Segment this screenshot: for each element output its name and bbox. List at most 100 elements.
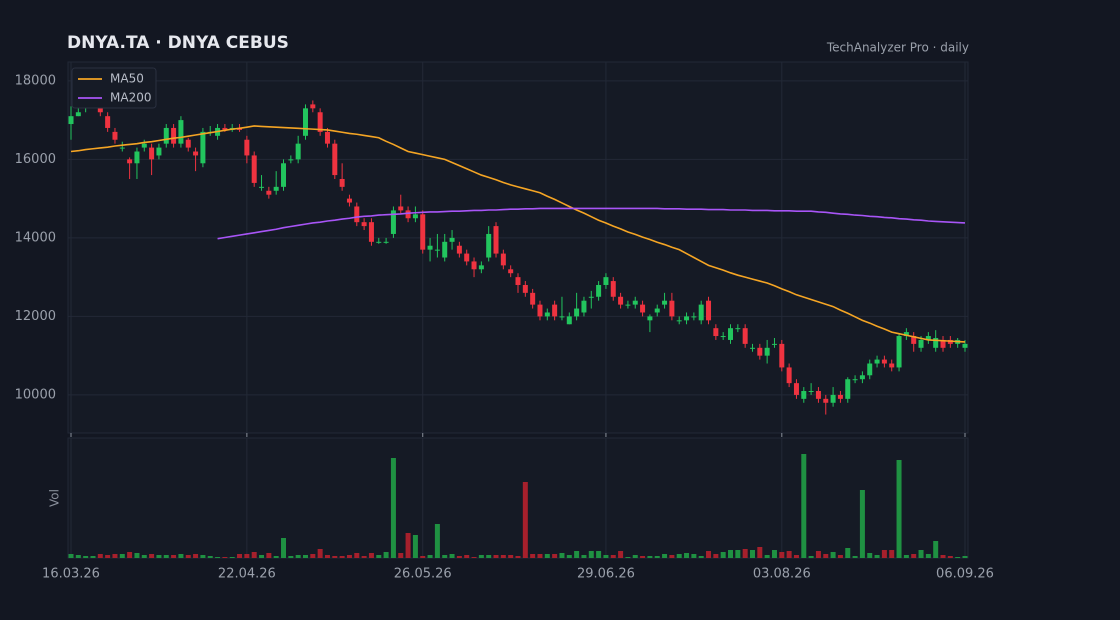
volume-bar <box>837 555 843 558</box>
y-tick-label: 16000 <box>15 152 56 167</box>
volume-bar <box>354 553 360 558</box>
x-tick-label: 26.05.26 <box>394 567 452 582</box>
chart-subtitle: TechAnalyzer Pro · daily <box>826 41 969 55</box>
candle-body <box>295 143 301 160</box>
volume-bar <box>552 554 558 558</box>
volume-bar <box>881 550 887 558</box>
volume-bar <box>852 556 858 558</box>
candle-body <box>669 300 675 317</box>
candle-body <box>508 269 514 274</box>
volume-bar <box>889 550 895 558</box>
volume-bar <box>68 554 74 558</box>
candle-body <box>266 190 272 195</box>
volume-bar <box>339 556 345 558</box>
candle-body <box>852 379 858 381</box>
candle-body <box>493 226 499 254</box>
candle-body <box>464 253 470 262</box>
candle-body <box>530 292 536 305</box>
candle-body <box>559 316 565 318</box>
candle-body <box>603 277 609 285</box>
candle-body <box>390 210 396 234</box>
candle-body <box>273 186 279 191</box>
volume-bar <box>134 553 140 558</box>
candle-body <box>398 206 404 211</box>
candle-body <box>867 363 873 376</box>
volume-bar <box>112 554 118 558</box>
candle-body <box>339 178 345 187</box>
volume-bar <box>713 554 719 558</box>
volume-bar <box>288 556 294 558</box>
volume-bar <box>669 555 675 558</box>
volume-bar <box>793 555 799 558</box>
candle-body <box>691 316 697 318</box>
candle-body <box>647 316 653 321</box>
volume-bar <box>368 553 374 558</box>
chart-title: DNYA.TA · DNYA CEBUS <box>67 33 289 53</box>
volume-bar <box>273 556 279 558</box>
candle-body <box>456 245 462 254</box>
y-tick-label: 12000 <box>15 309 56 324</box>
volume-bar <box>632 555 638 558</box>
candle-body <box>383 241 389 243</box>
candle-body <box>940 339 946 348</box>
volume-bar <box>434 524 440 558</box>
candle-body <box>515 277 521 285</box>
candle-body <box>112 131 118 140</box>
volume-panel <box>67 437 969 559</box>
volume-label: Vol <box>48 489 62 507</box>
y-tick-label: 10000 <box>15 387 56 402</box>
volume-bar <box>456 556 462 558</box>
volume-bar <box>171 555 177 558</box>
candle-body <box>610 281 616 297</box>
candle-body <box>640 304 646 313</box>
candle-body <box>933 337 939 348</box>
candle-body <box>618 296 624 305</box>
candle-body <box>200 131 206 164</box>
candle-body <box>676 320 682 322</box>
candle-body <box>449 237 455 242</box>
candle-body <box>632 300 638 305</box>
candle-body <box>889 363 895 368</box>
candle-body <box>698 304 704 321</box>
volume-bar <box>97 554 103 558</box>
candle-body <box>105 116 111 128</box>
candle-body <box>830 394 836 403</box>
y-tick-label: 14000 <box>15 230 56 245</box>
candle-body <box>75 112 81 117</box>
volume-bar <box>515 556 521 558</box>
volume-bar <box>317 549 323 558</box>
candle-body <box>566 316 572 325</box>
candle-body <box>368 222 374 242</box>
candle-body <box>288 159 294 161</box>
volume-bar <box>420 556 426 558</box>
volume-bar <box>222 557 228 558</box>
volume-bar <box>508 555 514 558</box>
volume-bar <box>610 555 616 558</box>
candle-body <box>332 143 338 176</box>
candle-body <box>706 300 712 321</box>
candle-body <box>434 249 440 251</box>
volume-bar <box>544 554 550 558</box>
volume-bar <box>808 556 814 558</box>
candle-body <box>735 328 741 330</box>
volume-bar <box>801 454 807 558</box>
candle-body <box>742 328 748 344</box>
candle-body <box>896 336 902 368</box>
volume-bar <box>486 555 492 558</box>
volume-bar <box>251 552 257 558</box>
volume-bar <box>823 554 829 558</box>
candle-body <box>354 206 360 223</box>
volume-bar <box>596 551 602 558</box>
volume-bar <box>500 555 506 558</box>
candle-body <box>662 300 668 305</box>
volume-bar <box>295 555 301 558</box>
candle-body <box>720 336 726 338</box>
volume-bar <box>266 553 272 558</box>
volume-bar <box>537 554 543 558</box>
volume-bar <box>874 555 880 558</box>
candle-body <box>837 394 843 399</box>
candle-body <box>596 284 602 297</box>
candle-body <box>881 359 887 364</box>
volume-bar <box>640 556 646 558</box>
candle-body <box>749 347 755 349</box>
